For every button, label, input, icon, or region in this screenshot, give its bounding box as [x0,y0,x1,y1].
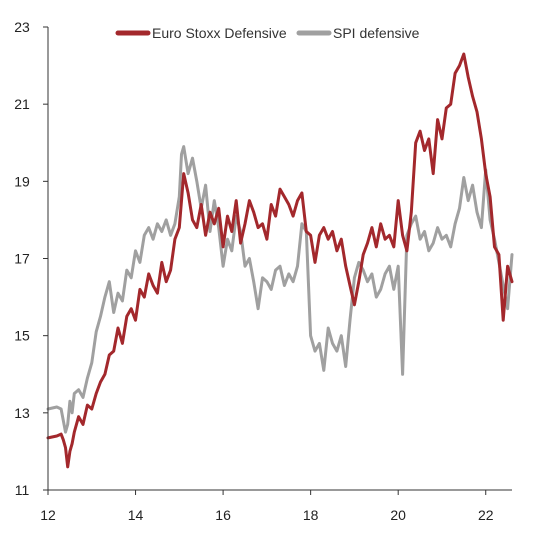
y-ticks: 11 13 15 17 19 21 23 [14,19,48,498]
x-ticks: 12 14 16 18 20 22 [40,490,494,523]
legend-label: Euro Stoxx Defensive [152,25,287,41]
y-tick-label: 19 [14,173,30,189]
x-tick-label: 16 [215,507,231,523]
plot-lines [46,52,514,469]
y-tick-label: 23 [14,19,30,35]
x-tick-label: 12 [40,507,56,523]
x-tick-label: 18 [303,507,319,523]
axes: 11 13 15 17 19 21 23 12 14 16 18 20 22 [14,19,512,523]
x-tick-label: 20 [390,507,406,523]
x-tick-label: 14 [128,507,144,523]
y-tick-label: 13 [14,405,30,421]
legend-label: SPI defensive [333,25,420,41]
y-tick-label: 21 [14,96,30,112]
y-tick-label: 11 [15,482,30,498]
y-tick-label: 17 [14,251,30,267]
series-line-1 [46,145,514,434]
x-tick-label: 22 [478,507,494,523]
series-line-0 [46,52,514,469]
y-tick-label: 15 [14,328,30,344]
legend: Euro Stoxx Defensive SPI defensive [115,25,420,41]
